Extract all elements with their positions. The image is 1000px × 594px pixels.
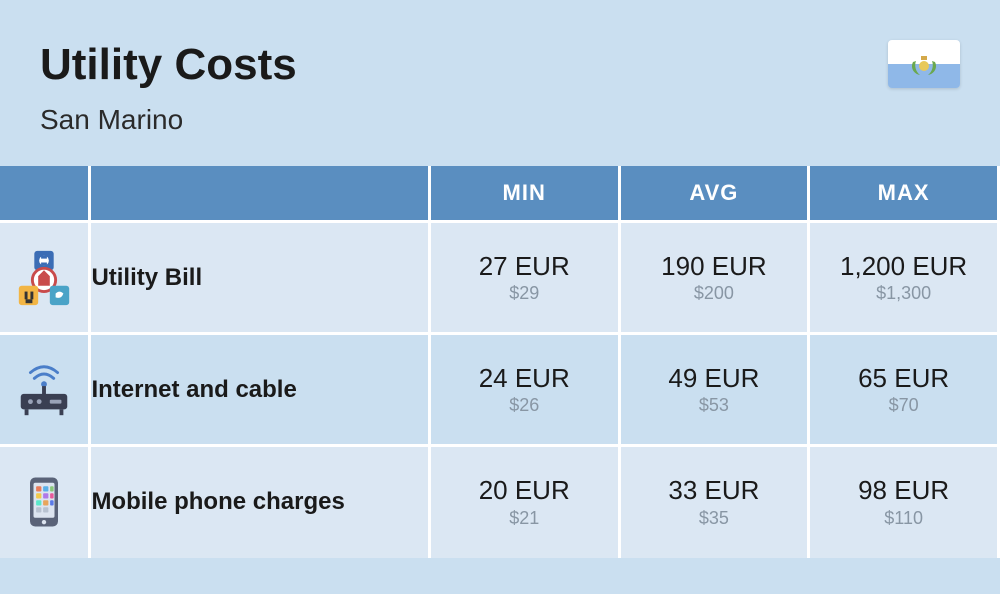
value-secondary: $110 (810, 507, 997, 530)
row-label: Utility Bill (90, 222, 429, 334)
col-icon (0, 166, 90, 222)
page-root: Utility Costs San Marino MIN AVG (0, 0, 1000, 594)
cost-table: MIN AVG MAX Utility Bill27 EUR$29190 EUR… (0, 166, 1000, 558)
value-secondary: $200 (621, 282, 808, 305)
value-avg: 49 EUR$53 (619, 334, 809, 446)
row-icon-cell (0, 222, 90, 334)
value-primary: 65 EUR (810, 362, 997, 395)
page-subtitle: San Marino (40, 104, 297, 136)
value-secondary: $70 (810, 394, 997, 417)
row-icon-cell (0, 334, 90, 446)
table-row: Internet and cable24 EUR$2649 EUR$5365 E… (0, 334, 999, 446)
row-icon-cell (0, 446, 90, 558)
value-min: 27 EUR$29 (429, 222, 619, 334)
phone-icon (13, 471, 75, 533)
value-primary: 190 EUR (621, 250, 808, 283)
page-title: Utility Costs (40, 40, 297, 90)
value-secondary: $29 (431, 282, 618, 305)
flag-icon (888, 40, 960, 88)
utility-icon (13, 247, 75, 309)
value-primary: 49 EUR (621, 362, 808, 395)
table-body: Utility Bill27 EUR$29190 EUR$2001,200 EU… (0, 222, 999, 558)
header: Utility Costs San Marino (0, 0, 1000, 166)
value-primary: 33 EUR (621, 474, 808, 507)
value-min: 20 EUR$21 (429, 446, 619, 558)
value-primary: 98 EUR (810, 474, 997, 507)
value-max: 65 EUR$70 (809, 334, 999, 446)
table-row: Mobile phone charges20 EUR$2133 EUR$3598… (0, 446, 999, 558)
value-primary: 24 EUR (431, 362, 618, 395)
table-header-row: MIN AVG MAX (0, 166, 999, 222)
value-secondary: $1,300 (810, 282, 997, 305)
value-secondary: $53 (621, 394, 808, 417)
value-primary: 20 EUR (431, 474, 618, 507)
col-max: MAX (809, 166, 999, 222)
value-max: 1,200 EUR$1,300 (809, 222, 999, 334)
value-avg: 190 EUR$200 (619, 222, 809, 334)
router-icon (13, 359, 75, 421)
value-secondary: $26 (431, 394, 618, 417)
value-max: 98 EUR$110 (809, 446, 999, 558)
value-avg: 33 EUR$35 (619, 446, 809, 558)
col-avg: AVG (619, 166, 809, 222)
col-label (90, 166, 429, 222)
header-text: Utility Costs San Marino (40, 40, 297, 136)
row-label: Mobile phone charges (90, 446, 429, 558)
value-secondary: $21 (431, 507, 618, 530)
value-primary: 1,200 EUR (810, 250, 997, 283)
row-label: Internet and cable (90, 334, 429, 446)
table-row: Utility Bill27 EUR$29190 EUR$2001,200 EU… (0, 222, 999, 334)
value-primary: 27 EUR (431, 250, 618, 283)
col-min: MIN (429, 166, 619, 222)
value-secondary: $35 (621, 507, 808, 530)
value-min: 24 EUR$26 (429, 334, 619, 446)
